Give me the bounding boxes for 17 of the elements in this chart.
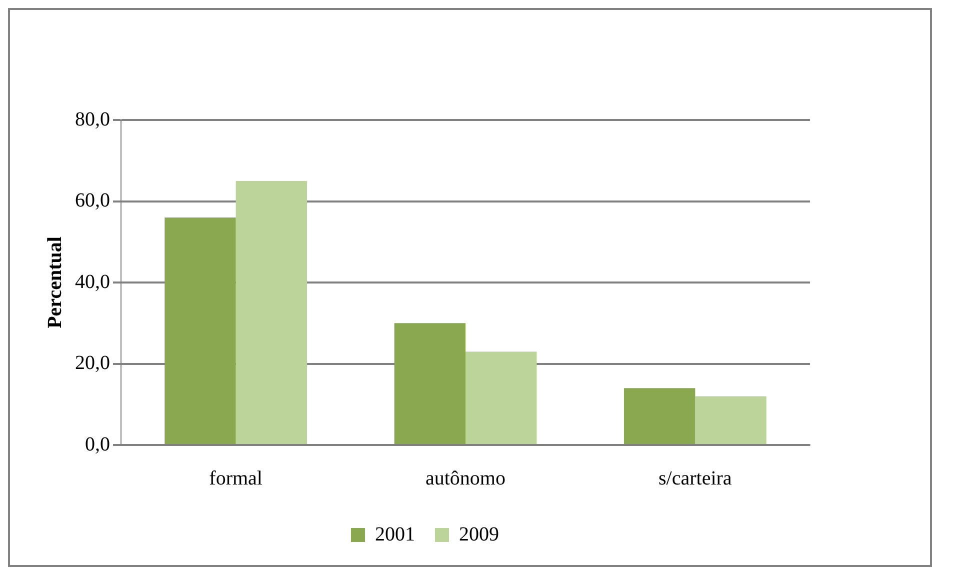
x-tick-label: s/carteira [658,467,732,490]
bar [695,396,766,444]
y-tick-label: 80,0 [75,108,110,130]
x-tick-label: formal [209,467,263,490]
y-tick-label: 0,0 [85,433,110,456]
y-tick-label: 60,0 [75,190,110,212]
bar [236,180,308,444]
y-tick-label: 40,0 [75,270,110,293]
x-tick-label: autônomo [426,467,506,490]
legend-label: 2001 [375,523,415,546]
bar [466,352,537,444]
bar [624,388,696,444]
bar [164,218,236,444]
y-tick-label: 20,0 [75,352,110,374]
y-axis-title: Percentual [44,236,66,328]
legend-label: 2009 [459,523,499,546]
bar [394,323,466,444]
